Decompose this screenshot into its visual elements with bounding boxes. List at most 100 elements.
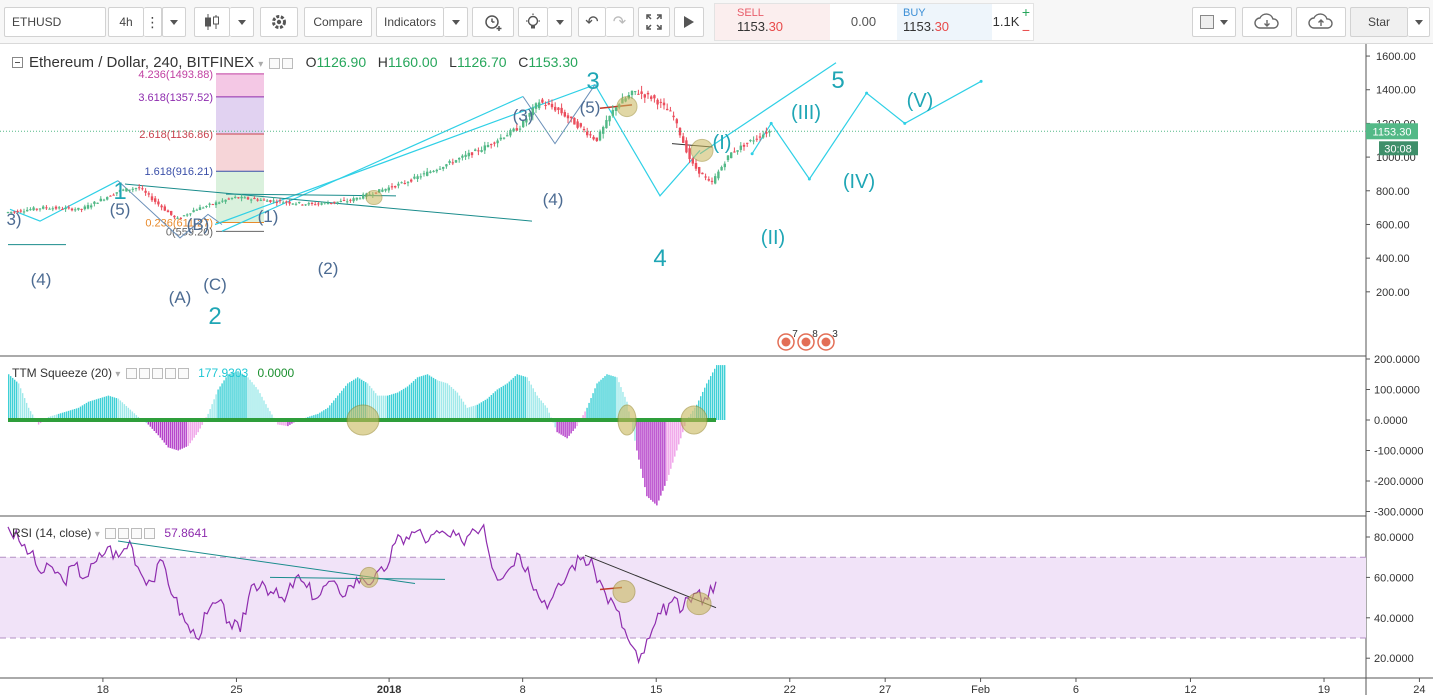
eye-icon[interactable] (125, 368, 137, 380)
collapse-icon[interactable] (12, 57, 23, 68)
chevron-down-icon (170, 19, 178, 25)
ttm-bar (370, 388, 373, 420)
ttm-bar (434, 379, 437, 420)
candle-body (397, 183, 400, 186)
candle-body (160, 205, 163, 208)
chart-style-dropdown[interactable] (230, 7, 254, 37)
fullscreen-button[interactable] (638, 7, 670, 37)
compare-label: Compare (313, 15, 363, 29)
stack-icon[interactable] (164, 368, 176, 380)
ttm-bar (107, 395, 110, 420)
eye-icon[interactable] (269, 57, 281, 69)
candle-body (221, 200, 224, 202)
source-icon[interactable] (151, 368, 163, 380)
candle-body (13, 211, 16, 213)
ttm-bar (59, 413, 62, 420)
interval-dropdown-button[interactable] (162, 7, 186, 37)
ttm-bar (241, 373, 243, 420)
ttm-bar (27, 407, 30, 420)
candle-body (234, 196, 237, 198)
settings-button[interactable] (260, 7, 298, 37)
candle-body (224, 199, 227, 202)
alert-button[interactable] (472, 7, 514, 37)
ttm-bar (638, 420, 640, 460)
redo-button[interactable]: ↷ (606, 7, 634, 37)
close-icon[interactable] (177, 368, 189, 380)
ttm-bar (213, 399, 215, 420)
ttm-bar (604, 376, 606, 420)
chart-canvas[interactable]: 1800.001600.001400.001200.001000.00800.0… (0, 44, 1433, 695)
settings-icon[interactable] (138, 368, 150, 380)
ttm-bar (536, 395, 538, 420)
buy-button[interactable]: BUY 1153.30 (897, 4, 992, 40)
candle-body (74, 209, 77, 211)
candle-body (173, 215, 176, 218)
ttm-bar (564, 420, 566, 438)
color-swatch-button[interactable] (1192, 7, 1236, 37)
candle-body (333, 201, 336, 203)
time-tick-label: 22 (784, 684, 796, 695)
candle-body (669, 110, 672, 112)
stack-icon[interactable] (131, 528, 143, 540)
settings-icon[interactable] (118, 528, 130, 540)
chart-area[interactable]: 1800.001600.001400.001200.001000.00800.0… (0, 44, 1433, 695)
symbol-search-box[interactable]: ETHUSD (4, 7, 106, 37)
chevron-down-icon[interactable]: ▾ (258, 59, 264, 70)
ideas-button[interactable] (518, 7, 548, 37)
chart-style-button[interactable] (194, 7, 230, 37)
candle-body (746, 142, 749, 144)
interval-menu-button[interactable]: ⋮ (144, 7, 162, 37)
ttm-bar (129, 409, 132, 420)
ideas-dropdown[interactable] (548, 7, 572, 37)
load-chart-button[interactable] (1242, 7, 1292, 37)
candle-body (678, 127, 682, 136)
quantity-value[interactable]: 1.1K (992, 14, 1020, 29)
ttm-bar (458, 395, 461, 420)
candle-body (448, 161, 451, 163)
ttm-bar (394, 393, 397, 420)
candle-body (614, 107, 618, 111)
star-dropdown[interactable] (1408, 7, 1430, 37)
save-chart-button[interactable] (1296, 7, 1346, 37)
ttm-bar (484, 399, 487, 420)
sell-button[interactable]: SELL 1153.30 (715, 4, 830, 40)
indicators-button[interactable]: Indicators (376, 7, 444, 37)
candle-body (6, 212, 10, 214)
quantity-minus-button[interactable]: − (1021, 22, 1031, 38)
undo-button[interactable]: ↶ (578, 7, 606, 37)
candle-body (10, 211, 13, 213)
settings-icon[interactable] (282, 57, 294, 69)
eye-icon[interactable] (105, 528, 117, 540)
ttm-bar (450, 387, 453, 420)
indicators-dropdown[interactable] (444, 7, 468, 37)
projection-point (769, 121, 773, 125)
ttm-bar (133, 413, 136, 420)
candle-body (118, 189, 122, 193)
symbol-title: Ethereum / Dollar, 240, BITFINEX (29, 54, 255, 71)
correction-wave-line (117, 180, 223, 239)
ttm-bar (101, 397, 104, 420)
chevron-down-icon[interactable]: ▾ (94, 529, 100, 540)
replay-button[interactable] (674, 7, 704, 37)
ttm-bar (472, 405, 475, 420)
chevron-down-icon[interactable]: ▾ (115, 369, 121, 380)
compare-button[interactable]: Compare (304, 7, 372, 37)
quantity-plus-button[interactable]: + (1021, 4, 1031, 20)
candle-body (147, 193, 150, 195)
candle-body (19, 210, 22, 212)
ttm-bar (570, 420, 572, 434)
ttm-bar (480, 402, 483, 420)
candle-body (506, 135, 509, 137)
candle-body (758, 136, 762, 138)
ttm-bar (482, 401, 485, 420)
star-button[interactable]: Star (1350, 7, 1408, 37)
ttm-bar (351, 380, 353, 420)
interval-button[interactable]: 4h (108, 7, 144, 37)
ttm-bar (199, 420, 201, 429)
candle-body (691, 158, 694, 164)
ttm-bar (243, 374, 245, 420)
lightbulb-icon (526, 13, 540, 29)
candle-body (381, 189, 384, 192)
ttm-bar (534, 391, 536, 420)
close-icon[interactable] (144, 528, 156, 540)
